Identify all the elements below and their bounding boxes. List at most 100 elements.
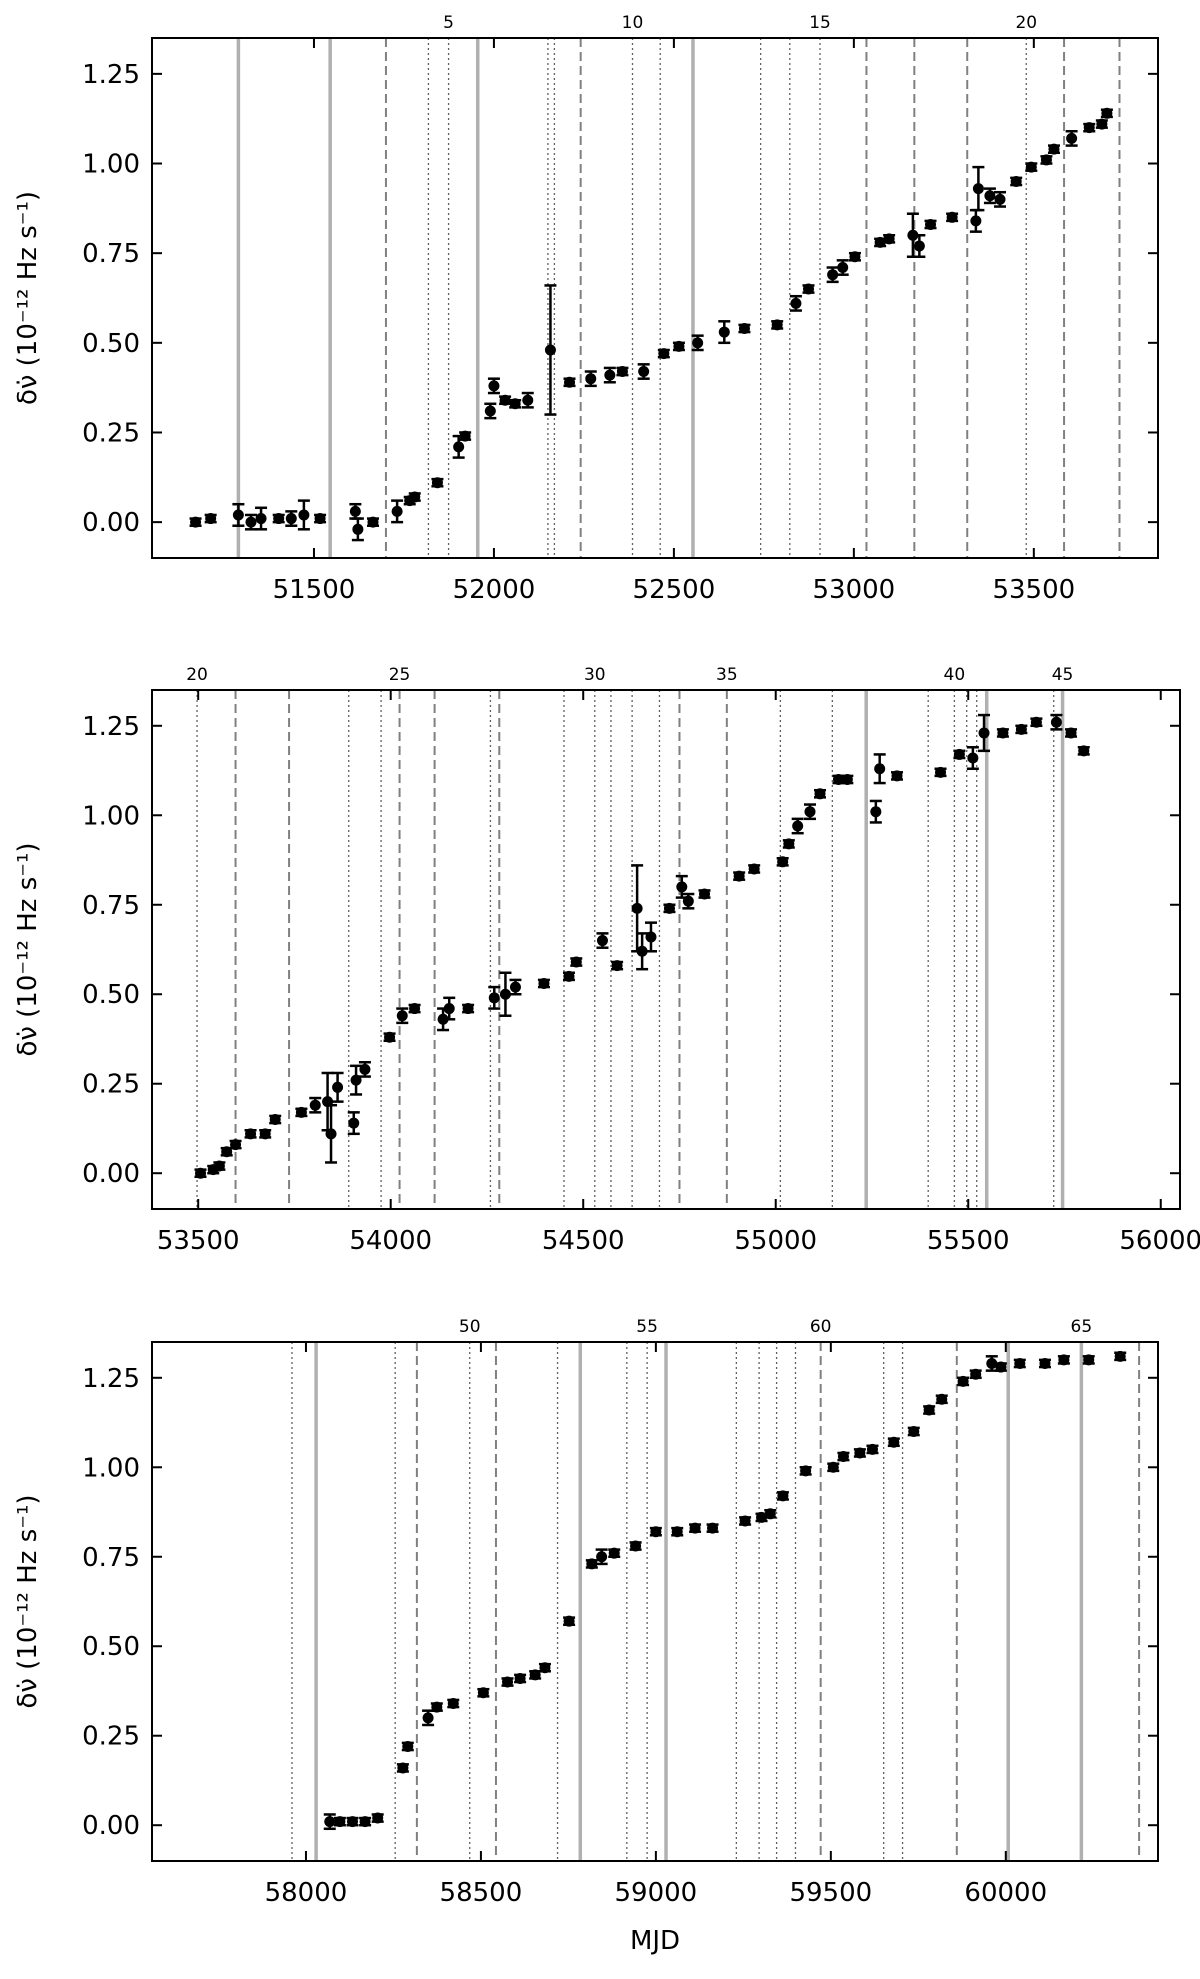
x-tick-label: 56000 [1119,1226,1200,1256]
y-tick-label: 0.75 [82,239,140,269]
point [658,348,670,360]
glitch-number: 20 [186,665,208,685]
point [792,820,804,832]
plot-frame [151,689,1181,1210]
glitch-number: 5 [443,13,454,33]
x-axis-label: MJD [630,1926,680,1956]
y-tick-label: 1.25 [82,712,140,742]
point [1030,716,1042,728]
glitch-number: 15 [809,13,831,33]
point [1065,727,1077,739]
point [499,394,511,406]
glitch-number: 65 [1071,1317,1093,1337]
point [514,1672,526,1684]
point [777,856,789,868]
point [1096,118,1108,130]
x-tick-label: 60000 [964,1878,1047,1908]
point [636,945,648,957]
point [967,752,979,764]
point [997,727,1009,739]
point [477,1687,489,1699]
point [431,1701,443,1713]
point [352,523,364,535]
point [391,505,403,517]
point [1066,132,1078,144]
y-tick-label: 1.25 [82,60,140,90]
x-tick-label: 59000 [615,1878,698,1908]
point [707,1522,719,1534]
point [1101,107,1113,119]
x-tick-label: 52500 [633,575,716,605]
point [650,1526,662,1538]
point [298,509,310,521]
x-tick-label: 58500 [440,1878,523,1908]
point [663,902,675,914]
point [972,183,984,195]
point [359,1816,371,1828]
point [978,727,990,739]
point [522,394,534,406]
point [925,218,937,230]
point [837,1451,849,1463]
point [870,806,882,818]
point [984,190,996,202]
point [232,509,244,521]
y-axis-label: δν̇ (10⁻¹² Hz s⁻¹) [13,191,43,405]
point [332,1081,344,1093]
y-tick-label: 0.00 [82,1159,140,1189]
point [1025,161,1037,173]
x-tick-label: 55500 [927,1226,1010,1256]
x-tick-label: 53500 [157,1226,240,1256]
point [295,1106,307,1118]
x-tick-label: 53000 [813,575,896,605]
point [596,935,608,947]
point [738,322,750,334]
x-tick-label: 59500 [789,1878,872,1908]
point [841,773,853,785]
point [645,931,657,943]
point [273,513,285,525]
point [953,748,965,760]
point [334,1816,346,1828]
point [946,211,958,223]
point [462,1003,474,1015]
point [502,1676,514,1688]
point [718,326,730,338]
point [347,1816,359,1828]
point [888,1436,900,1448]
point [255,513,267,525]
point [692,337,704,349]
point [1083,122,1095,134]
point [564,376,576,388]
glitch-number: 55 [636,1317,658,1337]
point [350,1074,362,1086]
point [1058,1354,1070,1366]
y-tick-label: 1.00 [82,1453,140,1483]
point [397,1762,409,1774]
point [499,988,511,1000]
point [205,513,217,525]
plot-frame [151,37,1159,559]
y-tick-label: 1.00 [82,801,140,831]
point [213,1160,225,1172]
point [671,1526,683,1538]
point [611,960,623,972]
point [529,1669,541,1681]
y-tick-label: 0.75 [82,1543,140,1573]
point [538,978,550,990]
y-tick-label: 0.75 [82,891,140,921]
point [936,1393,948,1405]
point [488,992,500,1004]
point [874,763,886,775]
point [509,398,521,410]
point [409,491,421,503]
point [409,1003,421,1015]
point [764,1508,776,1520]
point [539,1662,551,1674]
point [814,788,826,800]
glitch-number: 40 [944,665,966,685]
point [1010,175,1022,187]
point [874,236,886,248]
point [488,380,500,392]
point [935,766,947,778]
